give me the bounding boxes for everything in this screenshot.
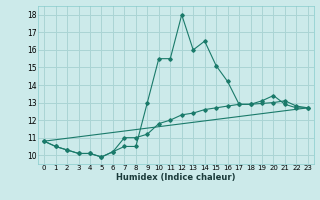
X-axis label: Humidex (Indice chaleur): Humidex (Indice chaleur)	[116, 173, 236, 182]
